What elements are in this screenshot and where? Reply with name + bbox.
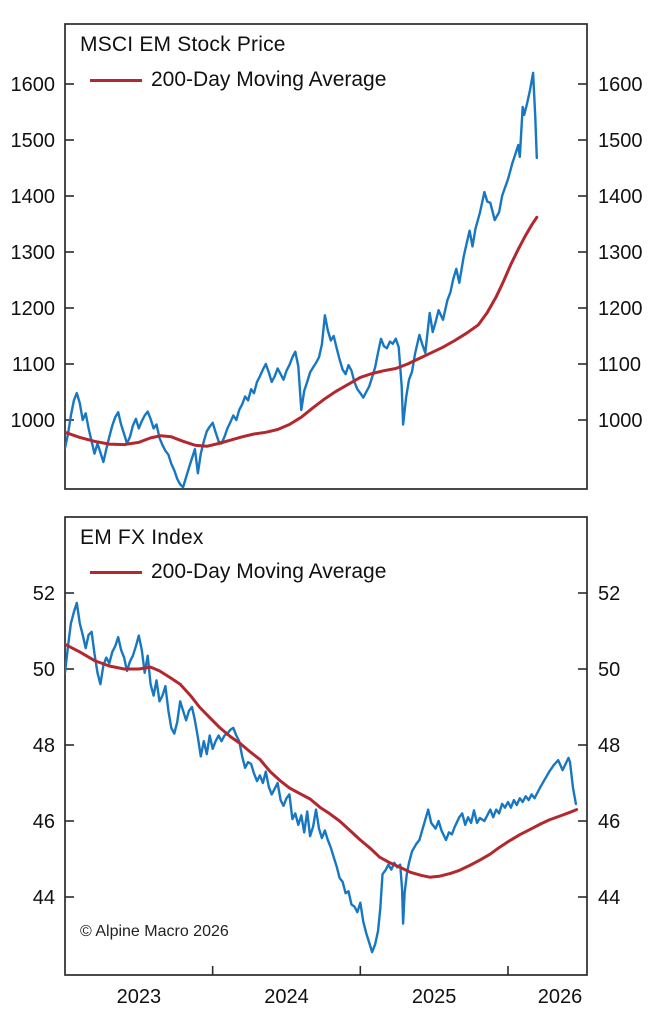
y-tick-label-left: 52: [33, 583, 55, 605]
panel2-title: EM FX Index: [80, 526, 204, 549]
panel1-legend: 200-Day Moving Average: [90, 68, 386, 92]
price-line: [65, 71, 538, 489]
y-tick-label-left: 1400: [11, 186, 56, 208]
x-tick-label: 2025: [411, 986, 457, 1008]
y-tick-label-left: 44: [33, 887, 55, 909]
y-tick-label-right: 1500: [598, 130, 643, 152]
moving-average-line: [65, 642, 579, 879]
y-tick-label-left: 1200: [11, 298, 56, 320]
plot-frame: [64, 23, 588, 490]
x-tick-label: 2026: [537, 986, 583, 1008]
y-tick-label-left: 50: [33, 659, 55, 681]
plot-frame: [64, 516, 588, 976]
panel1-title: MSCI EM Stock Price: [80, 33, 286, 56]
y-tick-label-right: 48: [598, 735, 620, 757]
ma-legend-line-icon: [90, 570, 142, 574]
y-tick-label-right: 1000: [598, 410, 643, 432]
y-tick-label-left: 1000: [11, 410, 56, 432]
y-tick-label-right: 1400: [598, 186, 643, 208]
y-tick-label-right: 46: [598, 811, 620, 833]
y-tick-label-right: 44: [598, 887, 620, 909]
panel2-legend-label: 200-Day Moving Average: [151, 560, 387, 583]
panel1-legend-label: 200-Day Moving Average: [151, 68, 387, 91]
y-tick-label-left: 48: [33, 735, 55, 757]
y-tick-label-left: 1600: [11, 74, 56, 96]
y-tick-label-right: 1200: [598, 298, 643, 320]
x-tick-label: 2024: [264, 986, 309, 1008]
y-tick-label-right: 52: [598, 583, 620, 605]
y-tick-label-right: 1600: [598, 74, 643, 96]
ma-legend-line-icon: [90, 78, 142, 82]
y-tick-label-right: 1100: [598, 354, 641, 376]
y-tick-label-right: 50: [598, 659, 620, 681]
copyright: © Alpine Macro 2026: [80, 923, 229, 940]
price-line: [65, 601, 578, 954]
y-tick-label-left: 1300: [11, 242, 56, 264]
y-tick-label-left: 1500: [11, 130, 56, 152]
y-tick-label-right: 1300: [598, 242, 643, 264]
moving-average-line: [65, 215, 539, 448]
panel2-legend: 200-Day Moving Average: [90, 560, 386, 584]
y-tick-label-left: 46: [33, 811, 55, 833]
x-tick-label: 2023: [116, 986, 162, 1008]
y-tick-label-left: 1100: [12, 354, 55, 376]
